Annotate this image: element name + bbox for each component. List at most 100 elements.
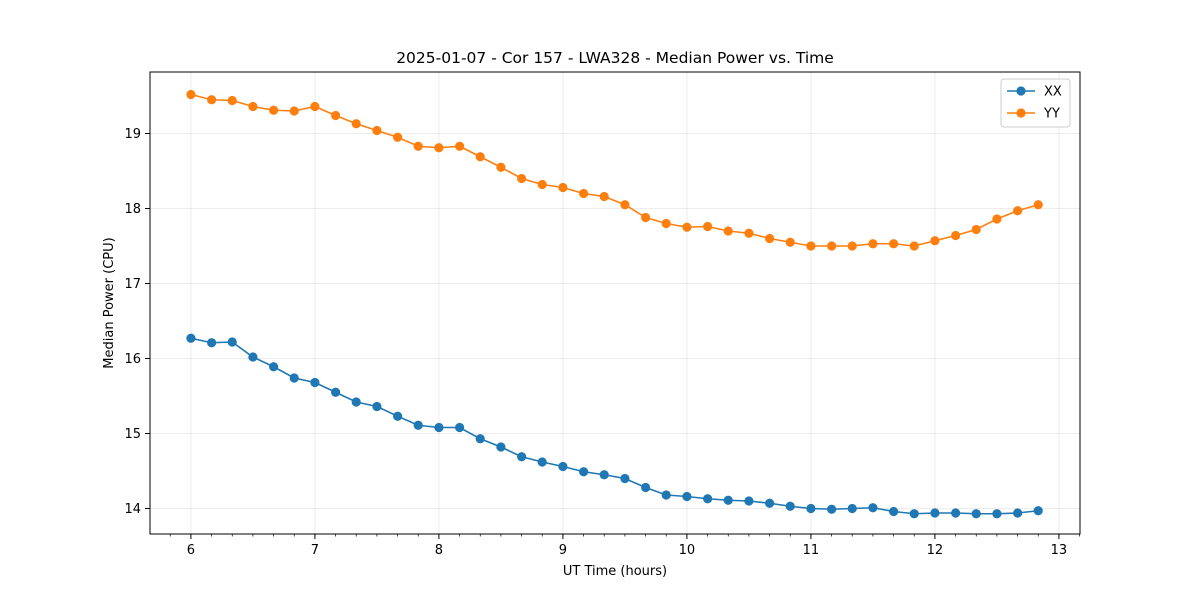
x-tick-label: 9 — [559, 543, 567, 558]
legend-marker — [1016, 108, 1026, 118]
data-point-xx — [909, 509, 919, 519]
data-point-xx — [289, 373, 299, 383]
data-point-yy — [744, 228, 754, 238]
data-point-xx — [992, 509, 1002, 519]
data-point-yy — [413, 141, 423, 151]
data-point-xx — [227, 337, 237, 347]
data-point-xx — [372, 401, 382, 412]
data-point-xx — [847, 503, 857, 514]
data-point-xx — [703, 494, 713, 504]
data-point-yy — [269, 105, 279, 115]
x-tick-label: 7 — [311, 543, 319, 558]
data-point-xx — [620, 473, 630, 484]
data-point-yy — [372, 125, 382, 136]
x-tick-label: 8 — [435, 543, 443, 558]
data-point-xx — [827, 504, 837, 514]
y-tick-label: 19 — [124, 127, 141, 142]
data-point-yy — [785, 237, 795, 247]
data-point-xx — [413, 420, 423, 430]
data-point-yy — [806, 241, 816, 251]
x-tick-label: 13 — [1051, 543, 1068, 558]
data-point-xx — [682, 491, 692, 502]
data-point-yy — [331, 110, 341, 121]
data-point-yy — [1033, 200, 1043, 210]
x-axis-label: UT Time (hours) — [563, 564, 667, 579]
legend-label: XX — [1044, 85, 1062, 100]
data-point-yy — [289, 106, 299, 116]
data-point-xx — [269, 362, 279, 372]
data-point-yy — [579, 188, 589, 199]
data-point-yy — [868, 239, 878, 249]
legend-marker — [1016, 86, 1026, 96]
legend-label: YY — [1043, 107, 1060, 122]
data-point-xx — [310, 377, 320, 388]
data-point-yy — [207, 95, 217, 105]
data-point-yy — [641, 212, 651, 223]
data-point-xx — [889, 506, 899, 517]
data-point-xx — [641, 482, 651, 493]
data-point-yy — [1013, 206, 1023, 216]
x-tick-label: 10 — [679, 543, 696, 558]
data-point-yy — [951, 230, 961, 241]
data-point-xx — [455, 422, 465, 433]
data-point-yy — [661, 218, 671, 229]
data-point-xx — [744, 496, 754, 506]
y-tick-label: 18 — [124, 202, 141, 217]
data-point-xx — [537, 457, 547, 467]
data-point-yy — [248, 101, 258, 112]
data-point-xx — [723, 495, 733, 505]
y-tick-label: 16 — [124, 352, 141, 367]
series-xx — [186, 333, 1043, 519]
data-point-yy — [889, 239, 899, 249]
data-point-yy — [455, 141, 465, 151]
x-tick-label: 6 — [187, 543, 195, 558]
legend: XX YY — [1000, 78, 1071, 128]
data-point-xx — [331, 387, 341, 397]
data-point-yy — [909, 241, 919, 251]
y-tick-label: 15 — [124, 427, 141, 442]
data-point-yy — [496, 162, 506, 172]
data-point-yy — [971, 224, 981, 235]
data-point-xx — [930, 508, 940, 518]
data-point-yy — [558, 182, 568, 193]
series-yy — [186, 89, 1043, 251]
data-point-xx — [186, 333, 196, 343]
y-axis-label: Median Power (CPU) — [102, 237, 117, 368]
data-point-xx — [207, 338, 217, 348]
x-tick-label: 12 — [927, 543, 944, 558]
data-point-xx — [765, 498, 775, 508]
data-point-xx — [661, 490, 671, 500]
data-point-yy — [847, 241, 857, 251]
data-point-xx — [868, 503, 878, 513]
data-point-yy — [682, 222, 692, 232]
data-point-yy — [723, 226, 733, 236]
data-point-xx — [558, 461, 568, 472]
plot-series — [186, 89, 1043, 519]
legend-item-xx: XX — [1007, 85, 1062, 100]
data-point-yy — [310, 101, 320, 112]
data-point-xx — [393, 411, 403, 421]
y-tick-label: 17 — [124, 277, 141, 292]
data-point-xx — [785, 501, 795, 511]
data-point-xx — [434, 422, 444, 433]
data-point-yy — [765, 233, 775, 244]
data-point-yy — [434, 143, 444, 153]
chart-title: 2025-01-07 - Cor 157 - LWA328 - Median P… — [396, 49, 834, 67]
data-point-yy — [393, 132, 403, 142]
data-point-yy — [827, 241, 837, 251]
data-point-xx — [475, 434, 485, 444]
x-tick-label: 11 — [803, 543, 820, 558]
data-point-xx — [579, 467, 589, 477]
axes-ticks: 6 7 8 9 10 11 12 13 14 15 16 17 18 19 — [124, 127, 1080, 558]
y-tick-label: 14 — [124, 502, 141, 517]
plot-frame — [149, 71, 1081, 535]
data-point-yy — [227, 95, 237, 106]
data-point-xx — [951, 508, 961, 518]
data-point-yy — [186, 89, 196, 100]
data-point-yy — [517, 173, 527, 184]
data-point-yy — [599, 191, 609, 202]
data-point-xx — [599, 470, 609, 480]
data-point-xx — [496, 442, 506, 452]
